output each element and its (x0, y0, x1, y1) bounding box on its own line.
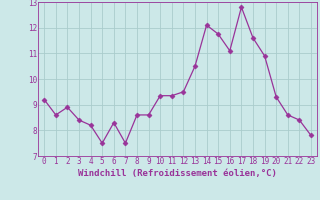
X-axis label: Windchill (Refroidissement éolien,°C): Windchill (Refroidissement éolien,°C) (78, 169, 277, 178)
